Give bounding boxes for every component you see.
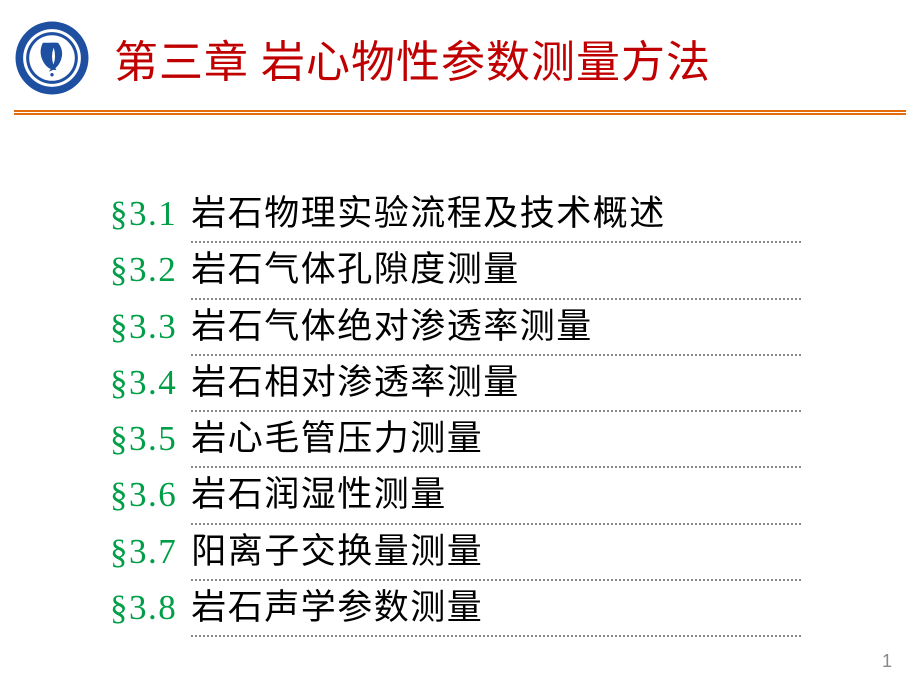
section-number: 3.6 xyxy=(129,468,177,522)
table-of-contents: §3.1 岩石物理实验流程及技术概述 §3.2 岩石气体孔隙度测量 §3.3 岩… xyxy=(110,187,920,637)
section-number: 3.4 xyxy=(129,356,177,410)
header-divider xyxy=(14,110,906,115)
section-symbol: § xyxy=(110,412,129,466)
section-symbol: § xyxy=(110,581,129,635)
section-label: 岩石气体孔隙度测量 xyxy=(191,243,801,299)
toc-item: §3.7 阳离子交换量测量 xyxy=(110,525,920,581)
toc-item: §3.1 岩石物理实验流程及技术概述 xyxy=(110,187,920,243)
section-symbol: § xyxy=(110,300,129,354)
section-symbol: § xyxy=(110,187,129,241)
slide-header: 第三章 岩心物性参数测量方法 xyxy=(0,0,920,96)
toc-item: §3.2 岩石气体孔隙度测量 xyxy=(110,243,920,299)
toc-item: §3.6 岩石润湿性测量 xyxy=(110,468,920,524)
section-number: 3.8 xyxy=(129,581,177,635)
section-label: 岩石物理实验流程及技术概述 xyxy=(191,187,801,243)
section-label: 岩石润湿性测量 xyxy=(191,468,801,524)
page-number: 1 xyxy=(882,651,892,672)
toc-item: §3.4 岩石相对渗透率测量 xyxy=(110,356,920,412)
section-symbol: § xyxy=(110,243,129,297)
section-number: 3.7 xyxy=(129,525,177,579)
section-label: 阳离子交换量测量 xyxy=(191,525,801,581)
university-logo xyxy=(14,20,90,96)
section-number: 3.2 xyxy=(129,243,177,297)
section-number: 3.5 xyxy=(129,412,177,466)
section-number: 3.1 xyxy=(129,187,177,241)
section-label: 岩石声学参数测量 xyxy=(191,581,801,637)
section-symbol: § xyxy=(110,525,129,579)
section-number: 3.3 xyxy=(129,300,177,354)
section-label: 岩石相对渗透率测量 xyxy=(191,356,801,412)
toc-item: §3.3 岩石气体绝对渗透率测量 xyxy=(110,300,920,356)
toc-item: §3.5 岩心毛管压力测量 xyxy=(110,412,920,468)
section-symbol: § xyxy=(110,356,129,410)
section-label: 岩石气体绝对渗透率测量 xyxy=(191,300,801,356)
toc-item: §3.8 岩石声学参数测量 xyxy=(110,581,920,637)
section-symbol: § xyxy=(110,468,129,522)
chapter-title: 第三章 岩心物性参数测量方法 xyxy=(114,26,711,90)
section-label: 岩心毛管压力测量 xyxy=(191,412,801,468)
